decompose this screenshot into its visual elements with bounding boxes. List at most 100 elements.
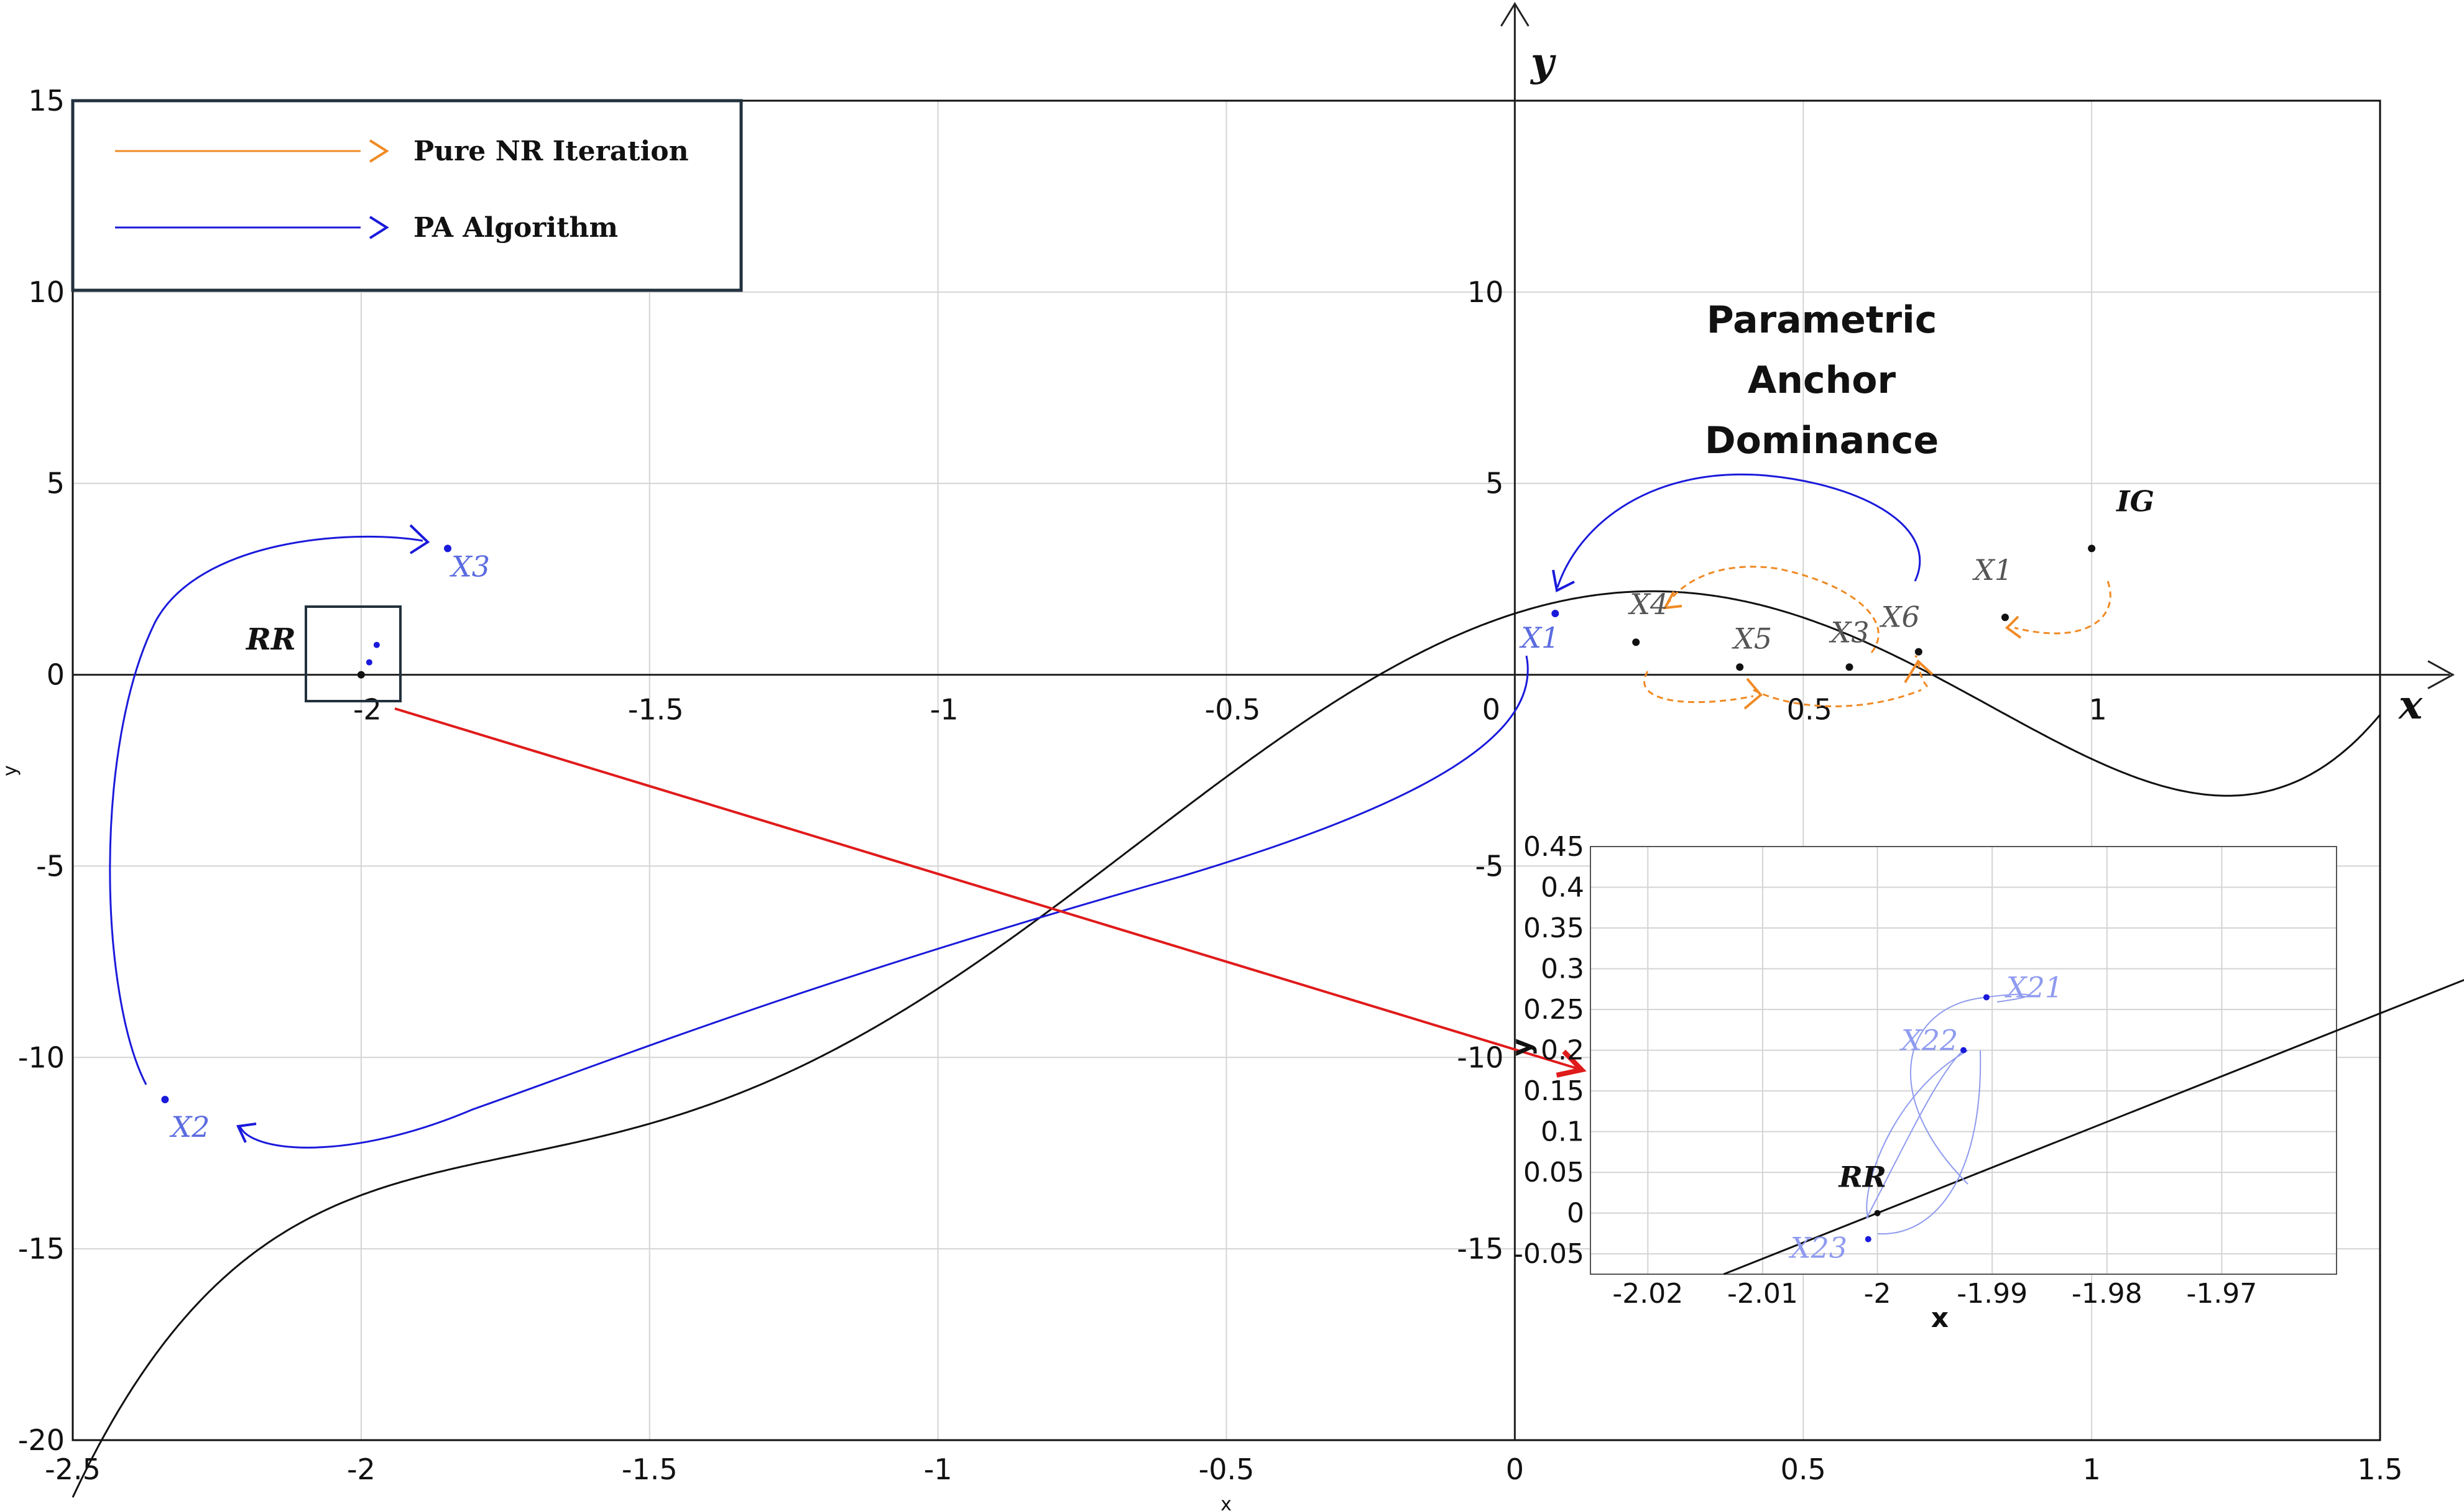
pa-arrow-path-1 xyxy=(238,655,1529,1149)
inner-x-tick-label-1: -1.5 xyxy=(628,693,684,727)
inset-arrow-0 xyxy=(1910,993,2029,1185)
inner-y-tick-label-3: -10 xyxy=(1457,1040,1503,1074)
nr-arrowhead-1 xyxy=(1663,591,1682,610)
inset-ylabel: y xyxy=(1506,1039,1538,1057)
nr-arrow-path-4 xyxy=(1914,654,1929,687)
pa-point-1 xyxy=(161,1096,169,1104)
pa-arrowhead-1 xyxy=(236,1123,257,1143)
inner-x-tick-label-0: -2 xyxy=(353,693,382,727)
inset-xlabel: x xyxy=(1931,1302,1949,1334)
nr-point-2 xyxy=(1914,648,1922,656)
inner-x-tick-label-6: 1 xyxy=(2088,693,2106,727)
pa-arrow-path-0 xyxy=(1556,473,1921,588)
x-axis-arrowhead xyxy=(2427,660,2455,689)
y-tick-label-6: -15 xyxy=(18,1232,65,1265)
inner-x-tick-label-4: 0 xyxy=(1482,693,1500,727)
inset-y-tick-6: 0.15 xyxy=(1523,1075,1584,1107)
inset-y-tick-7: 0.1 xyxy=(1541,1116,1584,1148)
inset-y-tick-3: 0.3 xyxy=(1541,953,1584,985)
legend-label-nr: Pure NR Iteration xyxy=(413,135,689,167)
nr-point-3 xyxy=(1845,663,1853,671)
inset-frame xyxy=(1590,846,2337,1275)
inset-point-0 xyxy=(1983,994,1990,1001)
root-label: RR xyxy=(245,622,296,657)
y-tick-label-1: 10 xyxy=(28,275,65,309)
x-tick-label-2: -1.5 xyxy=(622,1453,678,1486)
inset-y-tick-10: -0.05 xyxy=(1513,1238,1584,1270)
pa-point-2 xyxy=(444,544,452,553)
inset-point-label-1: X22 xyxy=(1899,1024,1958,1057)
annotation-title: Parametric Anchor Dominance xyxy=(1705,298,1939,462)
inset-background xyxy=(1590,847,2337,1274)
y-axis-arrowhead xyxy=(1500,2,1530,27)
x-tick-label-3: -1 xyxy=(924,1453,953,1486)
nr-point-1 xyxy=(2001,613,2009,622)
inner-y-tick-label-0: 10 xyxy=(1467,275,1504,309)
legend: Pure NR Iteration PA Algorithm xyxy=(71,99,743,292)
y-tick-label-5: -10 xyxy=(18,1040,65,1074)
main-axes xyxy=(73,2,2455,1440)
pa-point-label-2: X3 xyxy=(450,549,490,583)
legend-arrow-pa xyxy=(369,216,389,239)
nr-point-label-0: IG xyxy=(2115,484,2154,518)
nr-point-label-5: X4 xyxy=(1628,587,1668,621)
pa-arrowhead-2 xyxy=(409,524,430,554)
nr-arrow-path-0 xyxy=(2014,581,2111,635)
pa-point-label-0: X1 xyxy=(1519,621,1559,654)
pa-arrowhead-0 xyxy=(1552,569,1575,592)
inset-x-tick-1: -2.01 xyxy=(1727,1278,1798,1310)
root-near-point-b xyxy=(373,641,380,648)
inner-y-tick-label-2: -5 xyxy=(1475,849,1504,883)
inner-x-tick-label-5: 0.5 xyxy=(1787,693,1832,727)
x-tick-label-4: -0.5 xyxy=(1199,1453,1255,1486)
inset-y-tick-8: 0.05 xyxy=(1523,1157,1584,1188)
nr-point-label-3: X3 xyxy=(1829,615,1869,649)
inset-y-tick-5: 0.2 xyxy=(1541,1035,1584,1067)
root-point xyxy=(357,671,365,679)
nr-arrow-path-3 xyxy=(1753,689,1922,707)
nr-point-label-2: X6 xyxy=(1880,600,1920,634)
annotation-line-1: Parametric xyxy=(1707,298,1937,342)
y-tick-label-2: 5 xyxy=(47,467,65,500)
function-curve xyxy=(72,590,2381,1498)
iteration-arrows xyxy=(109,473,2111,1149)
inset-point-label-3: RR xyxy=(1838,1160,1886,1194)
zoom-box xyxy=(305,605,402,702)
nr-arrowhead-2 xyxy=(1743,677,1763,710)
inner-x-tick-label-2: -1 xyxy=(930,693,959,727)
inset-y-tick-2: 0.35 xyxy=(1523,912,1584,944)
x-axis-small-label: x xyxy=(1220,1494,1232,1511)
nr-point-5 xyxy=(1632,638,1640,646)
annotation-line-3: Dominance xyxy=(1705,419,1939,462)
x-axis-arrow-label: x xyxy=(2397,682,2423,728)
main-plot-frame xyxy=(72,99,2381,1441)
nr-point-0 xyxy=(2088,544,2096,553)
nr-point-label-1: X1 xyxy=(1972,553,2013,587)
inset-grid xyxy=(1590,846,2337,1274)
inner-y-tick-label-1: 5 xyxy=(1485,467,1503,500)
inset-point-label-0: X21 xyxy=(2005,970,2063,1004)
nr-arrowhead-3 xyxy=(1904,659,1934,684)
inset-points: X21 X22 X23 RR xyxy=(1789,970,2063,1264)
x-tick-label-8: 1.5 xyxy=(2357,1453,2402,1486)
nr-point-label-4: X5 xyxy=(1732,622,1772,655)
inset-arrow-1 xyxy=(1866,1049,1965,1219)
inset-point-1 xyxy=(1960,1047,1967,1054)
pa-point-label-1: X2 xyxy=(169,1110,210,1144)
y-axis-small-label: y xyxy=(0,765,21,776)
x-tick-label-6: 0.5 xyxy=(1781,1453,1826,1486)
inset-x-tick-5: -1.97 xyxy=(2186,1278,2257,1310)
inset-curve xyxy=(1723,979,2464,1275)
y-axis-arrow-label: y xyxy=(1530,39,1556,86)
inset-x-tick-4: -1.98 xyxy=(2072,1278,2143,1310)
inset-y-tick-4: 0.25 xyxy=(1523,994,1584,1026)
inset-chart: -2.02 -2.01 -2 -1.99 -1.98 -1.97 0.45 0.4 0.35 0.… xyxy=(1506,831,2464,1334)
inset-arrow-3 xyxy=(1866,1050,1968,1219)
x-tick-label-7: 1 xyxy=(2082,1453,2100,1486)
inner-x-tick-label-3: -0.5 xyxy=(1205,693,1261,727)
inset-x-tick-0: -2.02 xyxy=(1612,1278,1683,1310)
iteration-points: IG X1 X6 X3 X5 X4 X1 X2 X3 RR xyxy=(161,484,2154,1144)
inset-x-tick-2: -2 xyxy=(1864,1278,1891,1310)
legend-label-pa: PA Algorithm xyxy=(413,212,618,244)
